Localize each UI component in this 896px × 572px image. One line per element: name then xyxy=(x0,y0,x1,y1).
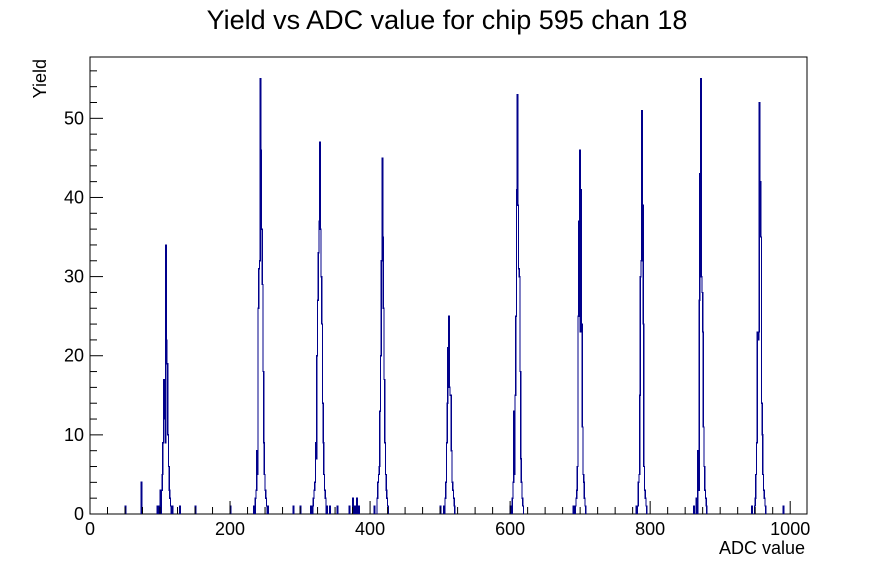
histogram-line xyxy=(124,78,785,514)
y-tick-label: 0 xyxy=(74,504,84,524)
x-tick-label: 600 xyxy=(495,519,525,539)
y-tick-label: 10 xyxy=(64,425,84,445)
x-axis-label: ADC value xyxy=(719,538,805,558)
x-tick-label: 200 xyxy=(215,519,245,539)
histogram xyxy=(124,78,785,514)
x-tick-label: 400 xyxy=(355,519,385,539)
plot-frame xyxy=(89,56,808,515)
x-tick-label: 0 xyxy=(85,519,95,539)
y-tick-label: 30 xyxy=(64,267,84,287)
plot-border xyxy=(89,56,808,515)
y-tick-label: 20 xyxy=(64,346,84,366)
x-tick-label: 800 xyxy=(635,519,665,539)
y-tick-label: 50 xyxy=(64,108,84,128)
chart-title: Yield vs ADC value for chip 595 chan 18 xyxy=(207,5,688,35)
x-axis: 0 200 400 600 800 1000 xyxy=(85,501,810,539)
y-axis: 0 10 20 30 40 50 xyxy=(64,70,103,524)
y-tick-label: 40 xyxy=(64,187,84,207)
y-axis-label: Yield xyxy=(30,59,50,98)
x-tick-label: 1000 xyxy=(770,519,810,539)
